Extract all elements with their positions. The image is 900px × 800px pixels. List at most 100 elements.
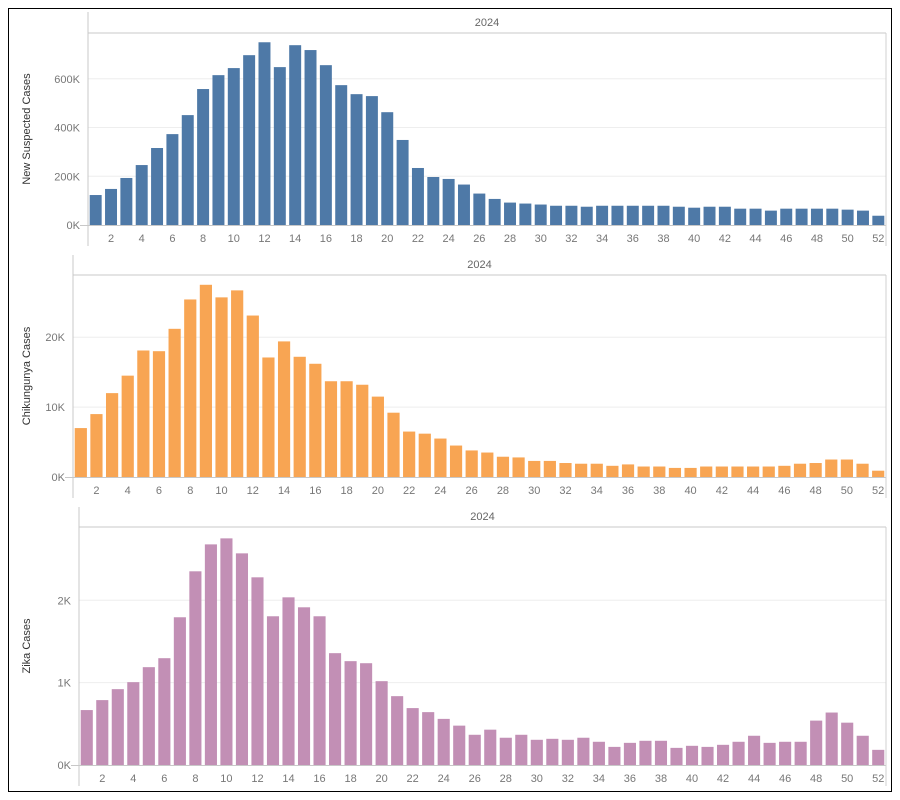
bar-week-44 [747,466,760,477]
x-tick-label: 32 [559,485,571,497]
x-tick-label: 28 [504,233,516,245]
bar-week-6 [158,658,171,765]
column-header-year: 2024 [475,17,499,29]
bar-week-35 [611,205,624,225]
bar-week-52 [872,215,885,225]
bar-week-31 [546,738,559,765]
bar-week-25 [453,725,466,765]
x-tick-label: 48 [810,485,822,497]
bar-week-7 [173,617,186,765]
bar-week-42 [716,744,730,765]
x-tick-label: 4 [125,485,131,497]
bar-week-41 [700,466,713,477]
bar-week-24 [434,438,447,477]
bar-week-36 [623,742,636,765]
bar-week-49 [826,208,839,225]
bar-week-27 [488,198,501,225]
bar-week-12 [246,315,259,477]
bar-week-44 [749,208,762,225]
x-tick-label: 10 [228,233,240,245]
bar-week-50 [840,459,854,477]
bar-week-18 [350,94,363,225]
x-tick-label: 34 [591,485,603,497]
y-tick-label: 600K [54,74,80,86]
bar-week-38 [654,740,668,765]
bar-week-50 [841,722,854,765]
y-axis-title: Chikungunya Cases [21,326,33,425]
bar-week-34 [592,741,605,765]
bar-week-51 [856,735,869,765]
bar-week-21 [396,139,409,225]
bar-week-51 [856,210,869,225]
bar-week-27 [484,729,497,765]
bar-week-40 [685,745,699,765]
x-tick-label: 48 [811,233,823,245]
bar-week-15 [304,50,317,226]
bar-week-19 [365,96,378,225]
x-tick-label: 18 [350,233,362,245]
bar-week-40 [684,467,697,477]
bar-week-3 [111,689,124,765]
bar-week-5 [142,667,155,765]
bar-week-42 [715,466,728,477]
bar-week-21 [387,412,400,477]
x-tick-label: 40 [684,485,696,497]
x-tick-label: 10 [215,485,227,497]
bar-week-31 [550,205,563,225]
bar-week-10 [220,538,233,765]
x-tick-label: 24 [443,233,455,245]
bar-week-8 [189,571,202,765]
bar-week-14 [289,45,302,225]
x-tick-label: 26 [469,773,481,785]
bar-week-28 [499,737,512,765]
bar-week-32 [565,205,578,225]
x-tick-label: 46 [778,485,790,497]
x-tick-label: 14 [278,485,290,497]
bar-week-13 [266,616,280,765]
x-tick-label: 22 [412,233,424,245]
bar-week-51 [856,463,869,477]
bar-week-39 [668,467,682,477]
bar-week-11 [235,553,249,765]
bar-week-6 [152,351,166,477]
x-tick-label: 14 [282,773,294,785]
y-axis-title: New Suspected Cases [21,73,33,185]
bar-week-4 [127,682,140,765]
x-tick-label: 4 [130,773,136,785]
bar-week-6 [166,134,179,225]
bar-week-39 [670,747,683,765]
bar-week-22 [411,167,424,225]
bar-week-18 [344,661,357,765]
x-tick-label: 8 [200,233,206,245]
bar-week-36 [621,464,635,477]
bar-week-48 [809,463,822,477]
bar-week-23 [422,712,435,765]
x-tick-label: 32 [565,233,577,245]
bar-week-1 [74,428,87,477]
x-tick-label: 14 [289,233,301,245]
x-tick-label: 50 [841,485,853,497]
bar-week-7 [168,328,181,477]
bar-week-34 [596,205,609,225]
bar-week-33 [577,737,590,765]
bar-week-41 [701,746,714,765]
y-tick-label: 400K [54,123,80,135]
bar-week-19 [356,384,369,477]
x-tick-label: 30 [531,773,543,785]
bar-week-31 [543,460,556,477]
x-tick-label: 34 [596,233,608,245]
x-tick-label: 30 [535,233,547,245]
x-tick-label: 44 [748,773,760,785]
column-header-year: 2024 [467,259,491,271]
x-tick-label: 50 [841,773,853,785]
bar-week-27 [481,452,494,477]
bar-week-20 [371,396,384,477]
bar-week-28 [504,202,517,225]
bar-week-14 [277,341,291,477]
bar-week-43 [734,208,747,225]
bar-week-14 [282,597,295,765]
bar-week-52 [872,470,885,477]
x-tick-label: 46 [780,233,792,245]
x-tick-label: 10 [220,773,232,785]
